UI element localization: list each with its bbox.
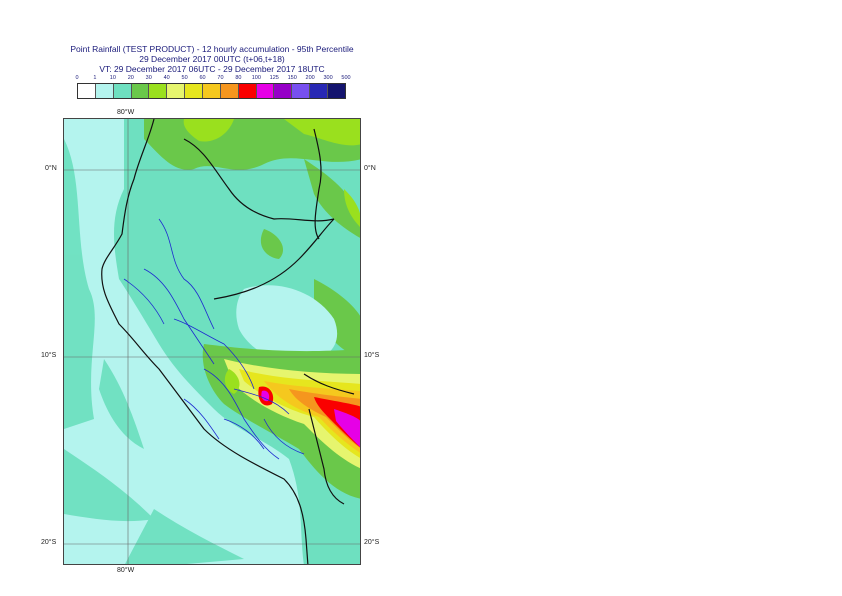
legend-tick-label: 150 — [287, 75, 297, 81]
legend-tick-label: 60 — [199, 75, 206, 81]
legend-swatch — [78, 84, 96, 98]
legend-ticks: 0 1 10 20 30 40 50 60 70 80 100 125 150 200 300 500 — [74, 75, 354, 85]
lon-label-top: 80°W — [117, 109, 135, 116]
legend-swatch — [256, 84, 275, 98]
legend-tick-label: 50 — [181, 75, 188, 81]
chart-title: Point Rainfall (TEST PRODUCT) - 12 hourl… — [70, 44, 354, 54]
legend-swatch — [167, 84, 186, 98]
legend-tick-label: 200 — [305, 75, 315, 81]
legend-swatch — [203, 84, 221, 98]
legend-swatch — [95, 84, 114, 98]
legend-tick-label: 0 — [75, 75, 79, 81]
lat-label-left-20: 20°S — [41, 539, 57, 546]
legend-swatch — [149, 84, 168, 98]
lat-label-left-0: 0°N — [45, 165, 57, 172]
legend-swatch — [113, 84, 132, 98]
legend-swatch — [292, 84, 311, 98]
legend-tick-label: 30 — [145, 75, 152, 81]
legend-tick-label: 500 — [341, 75, 351, 81]
legend-tick-label: 1 — [93, 75, 97, 81]
legend-swatch — [238, 84, 257, 98]
legend-tick-label: 70 — [217, 75, 224, 81]
legend-tick-label: 125 — [269, 75, 279, 81]
legend-tick-label: 40 — [163, 75, 170, 81]
legend-tick-label: 10 — [109, 75, 116, 81]
legend-swatch — [328, 84, 345, 98]
legend-swatch — [185, 84, 204, 98]
lat-label-right-20: 20°S — [364, 539, 380, 546]
legend-tick-label: 100 — [251, 75, 261, 81]
valid-time: VT: 29 December 2017 06UTC - 29 December… — [99, 64, 325, 74]
legend-tick-label: 20 — [127, 75, 134, 81]
legend-swatch — [310, 84, 329, 98]
legend-swatch — [131, 84, 150, 98]
legend-tick-label: 300 — [323, 75, 333, 81]
run-time: 29 December 2017 00UTC (t+06,t+18) — [139, 54, 285, 64]
lat-label-right-0: 0°N — [364, 165, 376, 172]
rainfall-map[interactable]: 80°W — [63, 118, 361, 565]
lon-label-bottom: 80°W — [117, 567, 135, 574]
lat-label-left-10: 10°S — [41, 352, 57, 359]
legend-tick-label: 80 — [235, 75, 242, 81]
legend-swatch — [274, 84, 293, 98]
legend-swatch — [220, 84, 239, 98]
color-legend — [77, 83, 346, 99]
lat-label-right-10: 10°S — [364, 352, 380, 359]
